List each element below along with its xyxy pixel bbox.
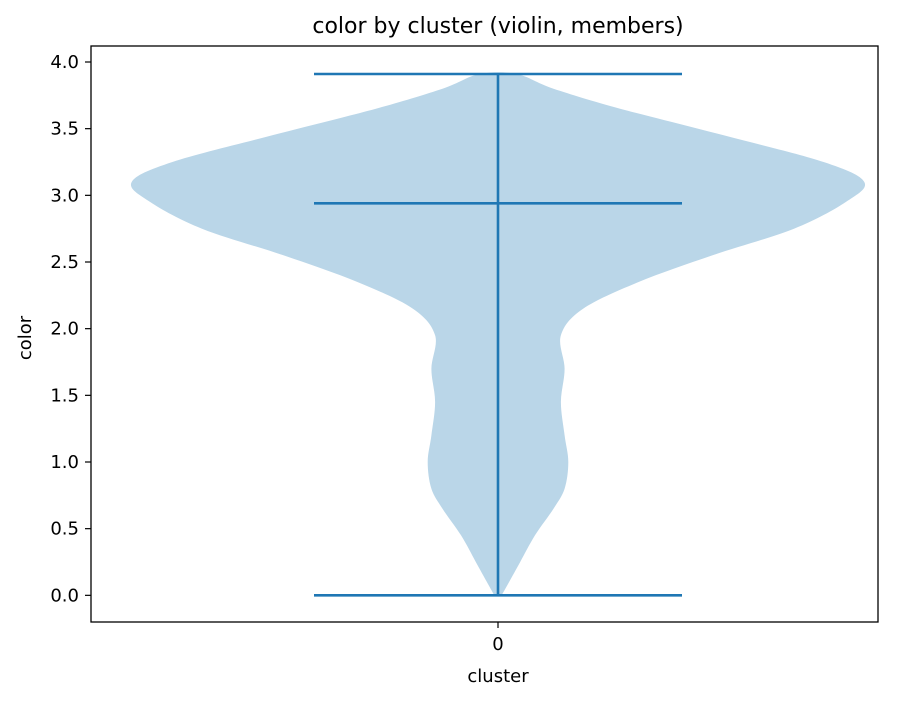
plot-area bbox=[130, 72, 866, 597]
y-tick-label: 4.0 bbox=[50, 52, 79, 73]
violin-stat-lines bbox=[314, 72, 682, 597]
x-axis: 0 bbox=[492, 622, 504, 655]
y-tick-label: 2.0 bbox=[50, 319, 79, 340]
x-axis-label: cluster bbox=[467, 666, 529, 687]
y-tick-label: 1.5 bbox=[50, 385, 79, 406]
chart-title: color by cluster (violin, members) bbox=[312, 14, 683, 39]
y-tick-label: 2.5 bbox=[50, 252, 79, 273]
x-tick-label: 0 bbox=[492, 634, 503, 655]
y-tick-label: 1.0 bbox=[50, 452, 79, 473]
axes-frame bbox=[90, 45, 879, 623]
y-axis: 0.0 0.5 1.0 1.5 2.0 2.5 3.0 3.5 4.0 bbox=[50, 52, 91, 606]
y-axis-label: color bbox=[15, 315, 36, 360]
y-tick-label: 3.0 bbox=[50, 185, 79, 206]
y-tick-label: 3.5 bbox=[50, 119, 79, 140]
y-tick-label: 0.0 bbox=[50, 585, 79, 606]
y-tick-label: 0.5 bbox=[50, 519, 79, 540]
